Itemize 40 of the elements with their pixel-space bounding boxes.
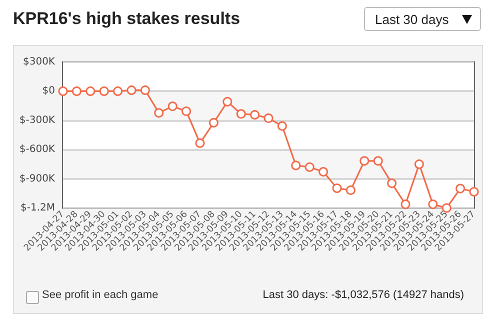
- y-tick-label: $-600K: [19, 144, 56, 156]
- point: [387, 178, 397, 188]
- point: [400, 200, 410, 210]
- text: Last 30 days: -$1,032,576 (14927 hands): [262, 289, 464, 301]
- text: Last 30 days: [375, 12, 449, 27]
- point: [264, 113, 274, 123]
- point: [414, 159, 424, 169]
- point: [318, 167, 328, 177]
- y-tick-label: $300K: [22, 56, 56, 68]
- point: [168, 102, 178, 112]
- point: [373, 156, 383, 166]
- point: [113, 86, 123, 96]
- text: See profit in each game: [42, 289, 158, 301]
- point: [469, 186, 479, 196]
- point: [195, 138, 205, 148]
- point: [346, 185, 356, 195]
- point: [236, 109, 246, 119]
- y-tick-label: $-900K: [19, 173, 56, 184]
- point: [304, 162, 314, 172]
- point: [332, 183, 342, 193]
- point: [182, 106, 192, 116]
- point: [140, 85, 150, 95]
- y-tick-label: $-300K: [19, 114, 56, 126]
- point: [428, 200, 438, 210]
- point: [126, 85, 136, 95]
- point: [154, 108, 164, 118]
- y-tick-label: $0: [42, 86, 55, 97]
- chart-title: KPR16's high stakes results: [13, 9, 240, 29]
- point: [58, 86, 68, 96]
- point: [208, 118, 218, 128]
- point: [456, 184, 466, 194]
- point: [222, 96, 232, 106]
- point: [250, 110, 260, 120]
- y-tick-label: $-1.2M: [20, 202, 55, 214]
- point: [86, 86, 96, 96]
- point: [291, 160, 301, 170]
- point: [360, 156, 370, 166]
- point: [277, 121, 287, 131]
- point: [72, 86, 82, 96]
- point: [99, 86, 109, 96]
